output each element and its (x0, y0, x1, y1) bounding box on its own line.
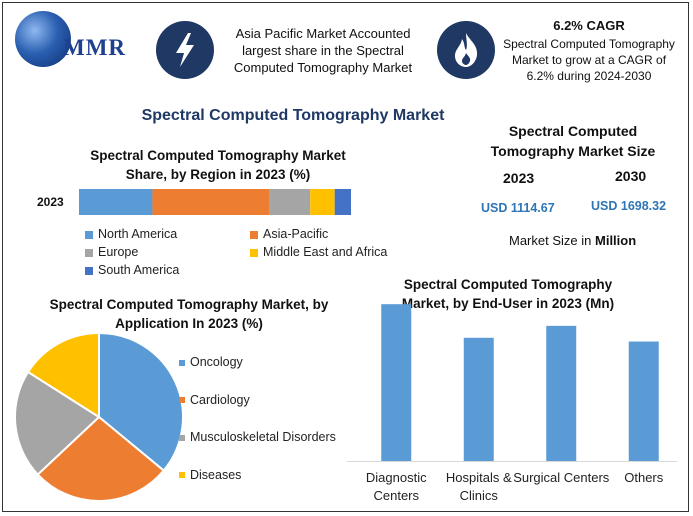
application-legend-item-cardiology: Cardiology (179, 393, 250, 407)
legend-swatch (250, 248, 258, 257)
legend-swatch (179, 397, 185, 404)
cagr-text: Spectral Computed Tomography Market to g… (503, 37, 675, 83)
application-legend: Oncology Cardiology Musculoskeletal Disord… (179, 355, 369, 495)
market-size-unit: Million (595, 233, 637, 248)
pie-slice-diseases (26, 331, 100, 419)
enduser-bar-hospitals-clinics (463, 337, 494, 461)
pie-slice-oncology (98, 331, 184, 472)
market-size-value-2030: USD 1698.32 (591, 199, 667, 213)
lightning-bolt-icon (156, 21, 214, 79)
legend-swatch (179, 434, 185, 441)
enduser-tick-label-surgical-centers: Surgical Centers (513, 470, 610, 485)
market-size-year-2030: 2030 (615, 168, 647, 184)
region-segment-north-america (79, 189, 153, 215)
legend-swatch (85, 248, 93, 257)
brand-logo-text: MMR (63, 35, 127, 60)
legend-swatch (85, 230, 93, 239)
market-size-title: Spectral Computed Tomography Market Size (490, 123, 656, 159)
legend-swatch (250, 230, 258, 239)
enduser-bar-chart (347, 304, 677, 462)
legend-swatch (179, 359, 185, 366)
legend-label: Oncology (190, 355, 243, 369)
legend-swatch (179, 472, 185, 479)
enduser-chart-title: Spectral Computed Tomography Market, by … (401, 277, 615, 311)
enduser-x-axis: Diagnostic Centers Hospitals & Clinics Sur… (347, 469, 677, 509)
region-segment-middle-east-and-africa (310, 189, 335, 215)
flame-icon (437, 21, 495, 79)
legend-label: Cardiology (190, 392, 250, 407)
pie-slice-musculoskeletal-disorders (14, 370, 101, 476)
legend-label: Europe (98, 245, 139, 259)
region-stacked-bar (79, 189, 351, 215)
legend-label: Asia-Pacific (263, 227, 329, 241)
region-bar-category-label: 2023 (37, 195, 64, 209)
region-segment-europe (269, 189, 311, 215)
market-size-unit-prefix: Market Size in (509, 233, 592, 248)
region-legend: North America Asia-Pacific Europe Middle Ea… (85, 227, 415, 283)
enduser-tick-label-others: Others (624, 470, 664, 485)
enduser-tick-label-hospitals-clinics: Hospitals & Clinics (445, 470, 512, 503)
region-chart-title: Spectral Computed Tomography Market Shar… (90, 148, 346, 182)
enduser-bar-diagnostic-centers (381, 304, 412, 461)
cagr-title: 6.2% CAGR (553, 18, 625, 33)
main-title: Spectral Computed Tomography Market (141, 107, 445, 124)
legend-swatch (85, 266, 93, 275)
header-region-text: Asia Pacific Market Accounted largest sh… (233, 26, 413, 75)
legend-label: North America (98, 227, 178, 241)
market-size-year-2023: 2023 (503, 170, 535, 186)
legend-label: South America (98, 263, 180, 277)
legend-label: Musculoskeletal Disorders (190, 430, 336, 444)
region-legend-item-south-america: South America (85, 263, 179, 277)
application-legend-item-oncology: Oncology (179, 355, 243, 369)
region-legend-item-asia-pacific: Asia-Pacific (250, 227, 328, 241)
enduser-bar-others (628, 341, 659, 461)
application-legend-item-musculoskeletal-disorders: Musculoskeletal Disorders (179, 430, 336, 444)
region-legend-item-europe: Europe (85, 245, 138, 259)
region-legend-item-north-america: North America (85, 227, 177, 241)
region-legend-item-middle-east-and-africa: Middle East and Africa (250, 245, 387, 259)
pie-slice-cardiology (36, 415, 166, 502)
market-size-value-2023: USD 1114.67 (481, 201, 555, 215)
legend-label: Middle East and Africa (263, 245, 388, 259)
legend-label: Diseases (190, 467, 242, 482)
region-segment-south-america (334, 189, 351, 215)
application-chart-title: Spectral Computed Tomography Market, by … (49, 297, 329, 331)
enduser-tick-label-diagnostic-centers: Diagnostic Centers (365, 470, 427, 503)
application-pie-chart (14, 331, 184, 502)
region-segment-asia-pacific (152, 189, 270, 215)
application-legend-item-diseases: Diseases (179, 468, 241, 482)
market-size-unit-line: Market Size in Million (509, 233, 636, 248)
globe-logo-icon (15, 11, 71, 67)
enduser-bar-surgical-centers (546, 325, 577, 461)
infographic-frame: MMR Asia Pacific Market Accounted larges… (2, 2, 689, 512)
